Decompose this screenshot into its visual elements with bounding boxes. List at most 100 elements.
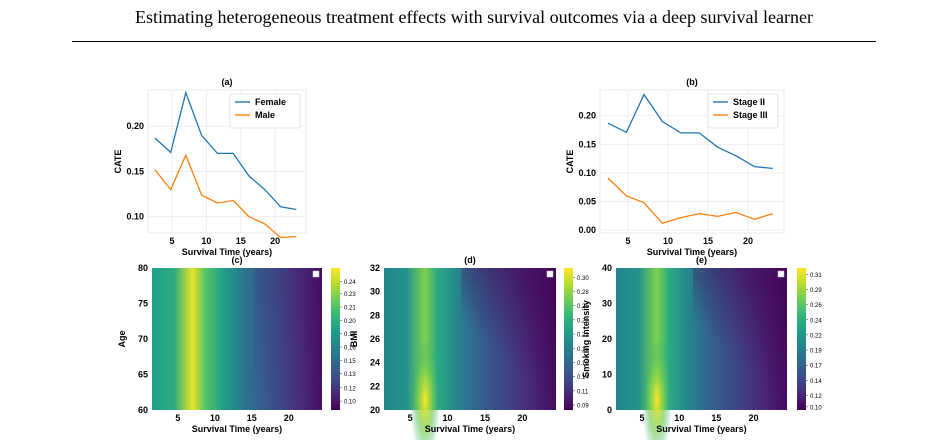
y-tick-label: 10 xyxy=(602,370,612,380)
chart-title-c: (c) xyxy=(232,255,243,265)
colorbar-tick-label: 0.12 xyxy=(344,386,356,392)
y-tick-label: 0.15 xyxy=(126,166,144,176)
x-tick-label: 5 xyxy=(170,236,175,246)
colorbar-tick-label: 0.21 xyxy=(577,333,589,339)
x-tick-label: 10 xyxy=(674,413,684,423)
y-axis-label-d: BMI xyxy=(349,331,359,348)
y-tick-label: 20 xyxy=(602,334,612,344)
series-line-stage-iii xyxy=(607,177,773,225)
y-tick-label: 65 xyxy=(138,370,148,380)
colorbar-tick-label: 0.14 xyxy=(577,375,589,381)
y-tick-label: 40 xyxy=(602,263,612,273)
legend-marker-d xyxy=(546,270,554,278)
colorbar-tick-label: 0.23 xyxy=(577,318,589,324)
heatmap-shade-d xyxy=(461,268,556,410)
colorbar-tick-label: 0.24 xyxy=(344,280,356,286)
colorbar-tick-label: 0.31 xyxy=(810,273,822,279)
chart-title-e: (e) xyxy=(696,255,707,265)
page-title: Estimating heterogeneous treatment effec… xyxy=(135,7,813,27)
y-tick-label: 32 xyxy=(370,263,380,273)
chart-title-a: (a) xyxy=(222,77,233,87)
y-tick-label: 24 xyxy=(370,358,380,368)
y-tick-label: 22 xyxy=(370,381,380,391)
x-axis-label-b: Survival Time (years) xyxy=(647,247,737,257)
x-tick-label: 20 xyxy=(749,413,759,423)
colorbar-tick-label: 0.16 xyxy=(577,361,589,367)
colorbar-tick-label: 0.18 xyxy=(577,347,589,353)
x-tick-label: 5 xyxy=(175,413,180,423)
y-tick-label: 30 xyxy=(602,299,612,309)
series-line-female xyxy=(154,90,297,211)
y-axis-label-a: CATE xyxy=(113,150,123,174)
colorbar-tick-label: 0.26 xyxy=(577,304,589,310)
colorbar-tick-label: 0.20 xyxy=(344,319,356,325)
y-axis-label-b: CATE xyxy=(565,150,575,174)
colorbar-tick-label: 0.09 xyxy=(577,404,589,410)
x-tick-label: 20 xyxy=(517,413,527,423)
header-rule xyxy=(72,41,876,42)
colorbar-e xyxy=(797,268,806,410)
chart-title-b: (b) xyxy=(686,77,698,87)
heatmap-hotspot-e xyxy=(641,338,672,440)
x-tick-label: 15 xyxy=(703,236,713,246)
y-axis-label-c: Age xyxy=(117,330,127,347)
x-axis-label-e: Survival Time (years) xyxy=(656,424,746,434)
x-tick-label: 10 xyxy=(210,413,220,423)
x-tick-label: 10 xyxy=(443,413,453,423)
x-tick-label: 10 xyxy=(663,236,673,246)
x-tick-label: 20 xyxy=(284,413,294,423)
x-tick-label: 15 xyxy=(711,413,721,423)
y-tick-label: 0.10 xyxy=(578,168,596,178)
y-tick-label: 0.20 xyxy=(578,111,596,121)
y-tick-label: 0.15 xyxy=(578,139,596,149)
colorbar-tick-label: 0.13 xyxy=(344,372,356,378)
colorbar-tick-label: 0.21 xyxy=(344,306,356,312)
y-tick-label: 0 xyxy=(607,405,612,415)
legend-label: Stage III xyxy=(733,110,768,120)
colorbar-tick-label: 0.23 xyxy=(344,292,356,298)
colorbar-tick-label: 0.14 xyxy=(810,379,822,385)
x-axis-label-d: Survival Time (years) xyxy=(425,424,515,434)
x-tick-label: 10 xyxy=(201,236,211,246)
legend-marker-e xyxy=(777,270,785,278)
colorbar-tick-label: 0.15 xyxy=(344,359,356,365)
colorbar-tick-label: 0.19 xyxy=(810,349,822,355)
colorbar-tick-label: 0.12 xyxy=(810,394,822,400)
colorbar-c xyxy=(331,268,340,410)
colorbar-tick-label: 0.29 xyxy=(810,288,822,294)
y-tick-label: 70 xyxy=(138,334,148,344)
colorbar-d xyxy=(564,268,573,410)
y-tick-label: 75 xyxy=(138,299,148,309)
heatmap-shade-c xyxy=(254,268,322,410)
colorbar-tick-label: 0.28 xyxy=(577,290,589,296)
x-axis-label-c: Survival Time (years) xyxy=(192,424,282,434)
heatmap-shade-e xyxy=(692,268,787,410)
y-tick-label: 30 xyxy=(370,287,380,297)
x-axis-label-a: Survival Time (years) xyxy=(182,247,272,257)
y-axis-label-e: Smoking Intensity xyxy=(581,300,591,378)
y-tick-label: 26 xyxy=(370,334,380,344)
x-tick-label: 5 xyxy=(640,413,645,423)
colorbar-tick-label: 0.24 xyxy=(810,318,822,324)
x-tick-label: 5 xyxy=(625,236,630,246)
x-tick-label: 15 xyxy=(236,236,246,246)
colorbar-tick-label: 0.11 xyxy=(577,389,589,395)
y-tick-label: 80 xyxy=(138,263,148,273)
colorbar-tick-label: 0.10 xyxy=(810,405,822,411)
legend-marker-c xyxy=(312,270,320,278)
colorbar-tick-label: 0.22 xyxy=(810,333,822,339)
y-tick-label: 0.05 xyxy=(578,197,596,207)
x-tick-label: 20 xyxy=(743,236,753,246)
colorbar-tick-label: 0.16 xyxy=(344,345,356,351)
y-tick-label: 0.10 xyxy=(126,212,144,222)
legend-label: Female xyxy=(255,97,286,107)
y-tick-label: 0.00 xyxy=(578,225,596,235)
heatmap-hotspot-d xyxy=(410,338,441,440)
colorbar-tick-label: 0.18 xyxy=(344,332,356,338)
series-line-male xyxy=(154,153,297,239)
x-tick-label: 15 xyxy=(480,413,490,423)
x-tick-label: 20 xyxy=(270,236,280,246)
y-tick-label: 28 xyxy=(370,310,380,320)
y-tick-label: 20 xyxy=(370,405,380,415)
